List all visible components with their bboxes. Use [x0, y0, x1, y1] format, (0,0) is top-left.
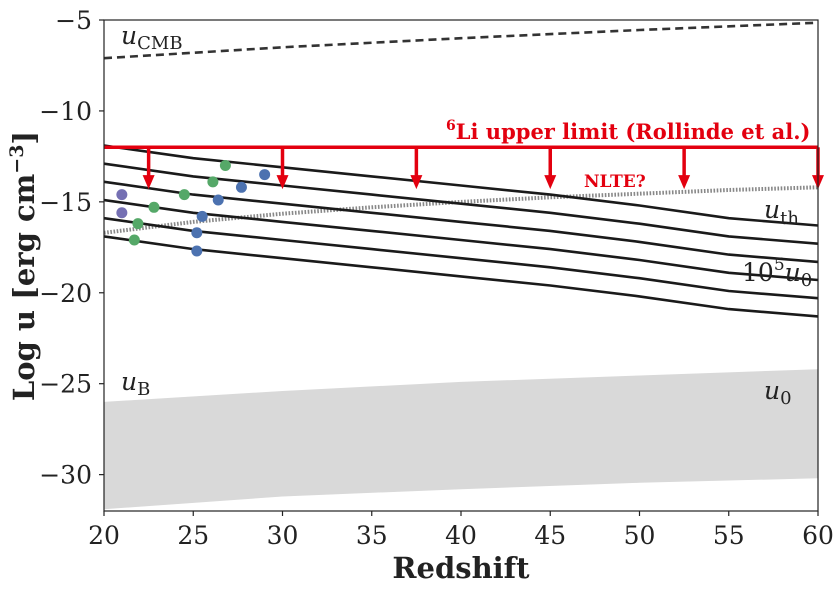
x-axis-ticks: 20 25 30 35 40 45 50 55 60: [88, 511, 834, 550]
li-limit-label: 6Li upper limit (Rollinde et al.): [446, 118, 811, 144]
data-point-8: [191, 245, 203, 257]
limit-arrow-head-3: [544, 175, 557, 190]
upper-limit-layer: [104, 145, 824, 190]
x-tick-label-2: 30: [267, 521, 299, 550]
points-layer: [116, 159, 271, 257]
data-point-9: [191, 227, 203, 239]
magnetic-band: [104, 369, 818, 510]
x-tick-label-5: 45: [534, 521, 566, 550]
ucmb-label: uCMB: [121, 21, 183, 54]
x-tick-label-8: 60: [802, 521, 834, 550]
x-tick-label-6: 50: [624, 521, 656, 550]
data-point-5: [178, 189, 190, 201]
x-tick-label-0: 20: [88, 521, 120, 550]
y-tick-label-4: −10: [39, 97, 92, 126]
data-point-11: [212, 194, 224, 206]
y-tick-label-2: −20: [39, 279, 92, 308]
y-tick-label-5: −5: [55, 6, 92, 35]
y-tick-label-1: −25: [39, 370, 92, 399]
limit-arrow-head-2: [410, 175, 423, 190]
x-tick-label-1: 25: [177, 521, 209, 550]
limit-arrow-head-0: [142, 175, 155, 190]
y-tick-label-3: −15: [39, 188, 92, 217]
nlte-label: NLTE?: [584, 172, 646, 192]
series-line-3: [104, 216, 818, 300]
series-layer: [104, 21, 818, 318]
series-line-0: [104, 21, 818, 60]
x-tick-label-3: 35: [356, 521, 388, 550]
u0-label: u0: [764, 376, 792, 409]
series-line-6: [104, 162, 818, 245]
limit-arrow-head-4: [678, 175, 691, 190]
x-axis-label: Redshift: [392, 551, 530, 585]
data-point-2: [132, 218, 144, 230]
y-axis-label: Log u [erg cm−3]: [6, 131, 41, 401]
x-tick-label-4: 40: [445, 521, 477, 550]
y-tick-label-0: −30: [39, 461, 92, 490]
data-point-7: [219, 159, 231, 171]
uth-label: uth: [764, 195, 799, 229]
y-axis-ticks: −30 −25 −20 −15 −10 −5: [39, 6, 104, 490]
u5-label: 105u0: [742, 255, 812, 291]
series-line-1: [104, 185, 818, 235]
data-point-12: [235, 181, 247, 193]
data-point-0: [116, 189, 128, 201]
data-point-4: [148, 201, 160, 213]
x-tick-label-7: 55: [713, 521, 745, 550]
ub-label: uB: [121, 367, 150, 400]
data-point-1: [116, 207, 128, 219]
energy-density-band: [104, 369, 818, 510]
limit-arrow-head-1: [276, 175, 289, 190]
series-line-2: [104, 235, 818, 318]
series-line-4: [104, 198, 818, 282]
data-point-6: [207, 176, 219, 188]
data-point-13: [259, 169, 271, 181]
data-point-3: [128, 234, 140, 246]
data-point-10: [196, 210, 208, 222]
